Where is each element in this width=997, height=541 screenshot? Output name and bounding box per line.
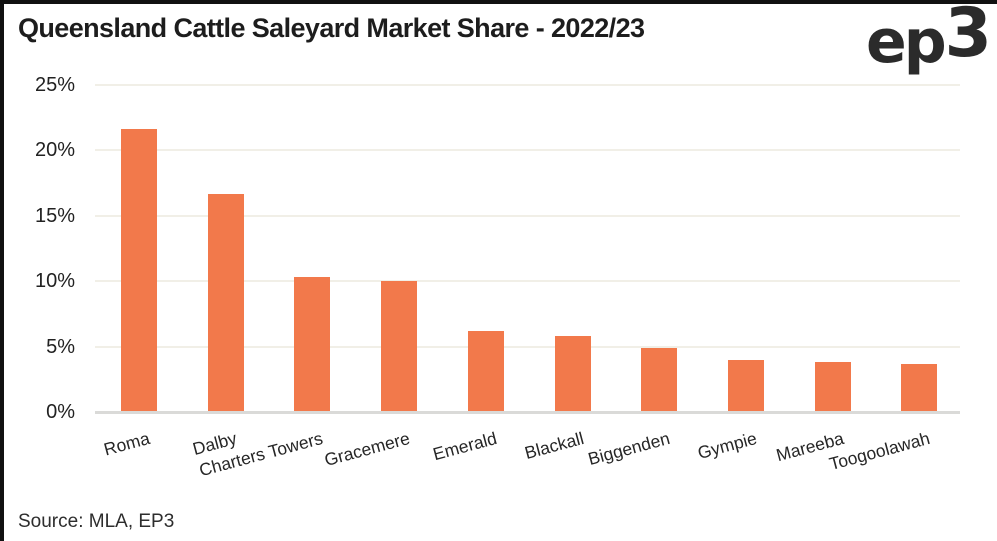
ep3-logo-ep-text: ep [866,7,947,77]
ep3-logo: ep 3 [866,0,992,73]
y-tick-label-25: 25% [34,74,75,96]
bar-dalby [207,193,244,412]
y-tick-label-5: 5% [46,335,75,358]
bar-gympie [727,359,764,412]
bar-chart-plot-area: 0% 5% 10% 15% 20% 25% Roma Dalby Charters Towers… [4,4,997,541]
y-tick-label-0: 0% [46,401,75,423]
chart-title: Queensland Cattle Saleyard Market Share … [18,13,645,43]
bar-biggenden [641,347,678,412]
ep3-logo-3-text: 3 [944,0,992,73]
gridline-15pct [95,214,960,217]
gridline-25pct [95,84,960,86]
gridline-10pct [95,280,960,283]
bar-gracemere [381,281,418,412]
y-tick-label-20: 20% [34,139,75,162]
bar-charters-towers [294,277,331,412]
gridline-5pct [95,345,960,348]
y-tick-label-15: 15% [34,204,75,227]
x-axis-line [95,411,960,414]
gridline-20pct [95,149,960,152]
bar-emerald [467,330,504,412]
bar-blackall [554,336,591,412]
bar-roma [121,129,157,412]
source-note: Source: MLA, EP3 [18,511,175,532]
bar-mareeba [814,362,851,412]
y-tick-label-10: 10% [34,270,75,293]
bar-toogoolawah [901,363,938,412]
